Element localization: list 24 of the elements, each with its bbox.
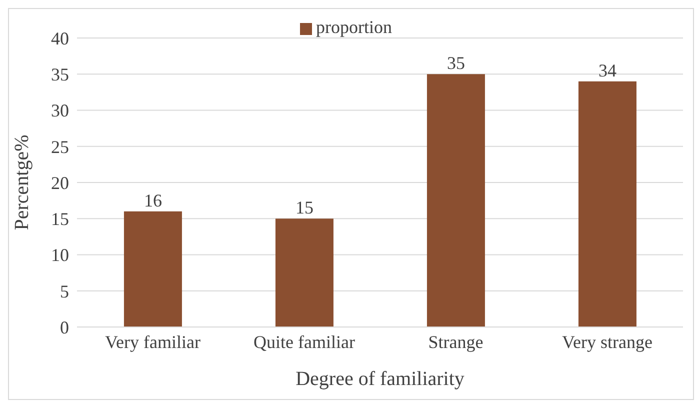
x-tick-label: Very familiar	[105, 332, 200, 352]
y-tick-label: 0	[60, 317, 69, 338]
bar	[578, 81, 636, 327]
x-axis-title: Degree of familiarity	[296, 368, 464, 390]
data-label: 35	[446, 53, 465, 74]
data-label: 16	[144, 190, 162, 210]
y-tick-label: 40	[51, 28, 69, 48]
y-tick-label: 10	[51, 245, 69, 266]
y-tick-label: 30	[51, 100, 69, 121]
y-tick-label: 20	[51, 172, 69, 193]
x-tick-label: Very strange	[562, 332, 652, 352]
y-tick-label: 25	[51, 136, 69, 157]
y-tick-label: 15	[51, 209, 69, 230]
y-axis-title: Percentge%	[11, 134, 34, 230]
y-tick-label: 35	[51, 64, 69, 85]
x-tick-label: Strange	[428, 332, 484, 352]
data-label: 15	[295, 198, 314, 218]
x-tick-label: Quite familiar	[254, 332, 355, 352]
y-tick-label: 5	[60, 281, 69, 302]
bar	[275, 218, 334, 327]
bar	[124, 211, 182, 327]
bar	[426, 74, 485, 327]
data-label: 34	[598, 60, 616, 80]
legend-label: proportion	[316, 17, 392, 37]
